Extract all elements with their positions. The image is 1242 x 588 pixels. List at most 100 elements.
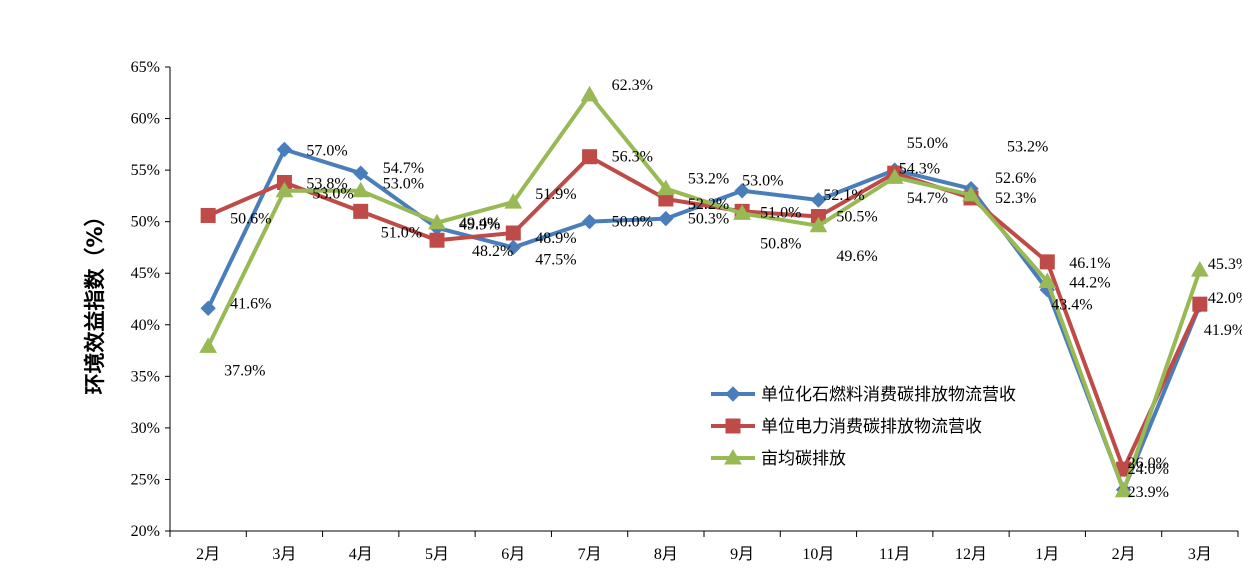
data-point — [276, 141, 293, 158]
data-label: 23.9% — [1128, 484, 1169, 501]
data-label: 49.9% — [459, 217, 500, 234]
y-tick-label: 65% — [131, 59, 160, 76]
x-tick-label: 6月 — [501, 546, 525, 563]
data-label: 62.3% — [612, 77, 653, 94]
y-tick-label: 25% — [131, 471, 160, 488]
data-point — [200, 207, 216, 223]
data-point — [580, 85, 599, 102]
y-tick-label: 55% — [131, 162, 160, 179]
data-point — [351, 181, 370, 198]
data-label: 57.0% — [306, 142, 347, 159]
data-label: 46.1% — [1069, 255, 1110, 272]
x-tick-label: 1月 — [1035, 546, 1059, 563]
data-point — [581, 213, 598, 230]
data-label: 53.0% — [383, 176, 424, 193]
x-tick-label: 3月 — [1188, 546, 1212, 563]
data-label: 41.9% — [1204, 322, 1242, 339]
data-point — [505, 239, 521, 256]
x-tick-label: 10月 — [802, 546, 834, 563]
legend-marker-1 — [725, 386, 741, 402]
data-label: 52.2% — [688, 196, 729, 213]
data-label: 45.3% — [1208, 256, 1242, 273]
data-label: 52.1% — [823, 187, 864, 204]
series-line-2 — [207, 154, 1202, 472]
data-label: 50.8% — [760, 235, 801, 252]
data-label: 53.0% — [742, 173, 783, 190]
data-label: 50.5% — [836, 209, 877, 226]
data-label: 54.7% — [907, 190, 948, 207]
data-label: 52.6% — [995, 170, 1036, 187]
x-tick-label: 11月 — [879, 546, 910, 563]
data-label: 53.2% — [688, 171, 729, 188]
data-label: 24.0% — [1128, 461, 1169, 478]
data-point — [582, 149, 598, 165]
data-point — [656, 179, 675, 196]
data-label: 52.3% — [995, 190, 1036, 207]
data-label: 53.2% — [1007, 139, 1048, 156]
data-point — [200, 300, 216, 316]
data-label: 54.7% — [383, 160, 424, 177]
data-label: 49.6% — [836, 248, 877, 265]
data-label: 48.9% — [535, 230, 576, 247]
data-label: 47.5% — [535, 251, 576, 268]
x-tick-label: 12月 — [955, 546, 987, 563]
data-point — [810, 192, 827, 208]
x-tick-label: 9月 — [730, 546, 754, 563]
data-label: 56.3% — [612, 149, 653, 166]
data-label: 51.9% — [535, 186, 576, 203]
data-point — [1038, 272, 1057, 288]
data-point — [275, 181, 294, 198]
data-point — [353, 203, 369, 219]
data-point — [505, 225, 521, 241]
x-tick-label: 7月 — [578, 546, 602, 563]
legend-label-3: 亩均碳排放 — [761, 449, 846, 469]
data-label: 49.4% — [459, 215, 500, 232]
data-label: 54.3% — [899, 160, 940, 177]
x-tick-label: 4月 — [349, 546, 373, 563]
y-tick-label: 60% — [131, 111, 160, 128]
x-tick-label: 5月 — [425, 546, 449, 563]
y-tick-label: 30% — [131, 420, 160, 437]
data-point — [733, 204, 752, 220]
data-label: 53.0% — [312, 186, 353, 203]
data-point — [199, 337, 218, 353]
data-label: 50.3% — [688, 211, 729, 228]
data-label: 50.0% — [612, 214, 653, 231]
series-layer — [199, 85, 1209, 498]
data-point — [658, 210, 674, 227]
legend-label-1: 单位化石燃料消费碳排放物流营收 — [761, 385, 1016, 405]
data-label: 42.0% — [1208, 290, 1242, 307]
data-label: 44.2% — [1069, 274, 1110, 291]
y-tick-label: 45% — [131, 265, 160, 282]
y-axis-title: 环境效益指数（%） — [83, 205, 107, 394]
series-line-3 — [206, 92, 1202, 493]
x-tick-label: 8月 — [654, 546, 678, 563]
data-point — [734, 183, 750, 199]
data-label: 26.0% — [1128, 455, 1169, 472]
data-point — [1192, 296, 1208, 312]
data-point — [809, 216, 828, 233]
legend-label-2: 单位电力消费碳排放物流营收 — [761, 417, 982, 437]
legend-marker-3 — [724, 448, 742, 465]
y-tick-label: 40% — [131, 317, 160, 334]
data-label: 37.9% — [224, 362, 265, 379]
y-tick-label: 50% — [131, 214, 160, 231]
data-point — [429, 232, 445, 248]
data-label: 41.6% — [230, 295, 271, 312]
y-tick-label: 20% — [131, 523, 160, 540]
data-label: 48.2% — [472, 243, 513, 260]
data-point — [504, 193, 523, 209]
y-tick-label: 35% — [131, 368, 160, 385]
data-label: 51.0% — [381, 224, 422, 241]
data-point — [885, 168, 904, 184]
data-point — [353, 165, 369, 181]
x-tick-label: 2月 — [196, 546, 220, 563]
data-point — [428, 213, 446, 230]
data-label: 43.4% — [1051, 297, 1092, 314]
x-tick-label: 2月 — [1112, 546, 1136, 563]
data-point — [962, 185, 980, 202]
axes: 20% 25% 30% 35% 40% 45% 50% 55% 60% 65% 2月 3月 4月 5月 6月… — [131, 59, 1239, 563]
